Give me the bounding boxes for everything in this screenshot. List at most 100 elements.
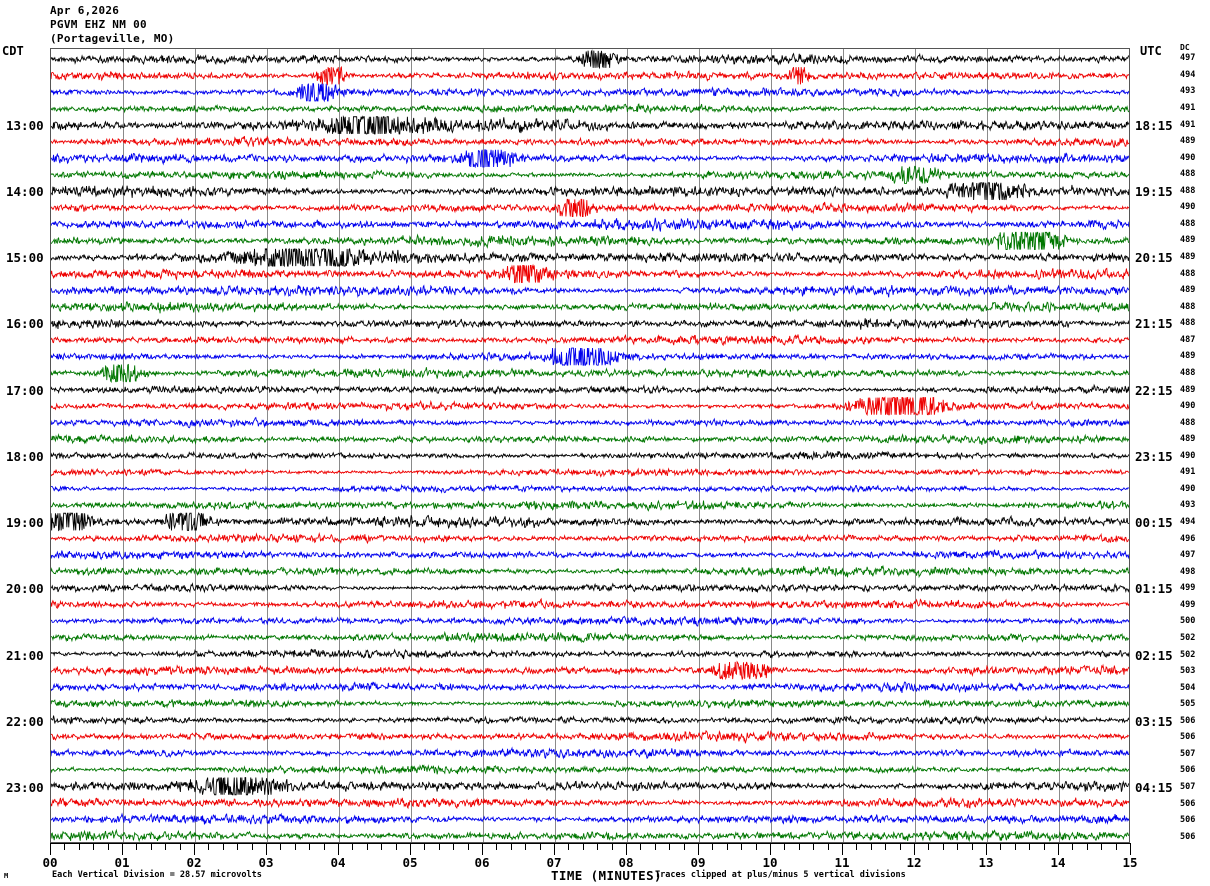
left-time-label-1600: 16:00 bbox=[6, 316, 44, 332]
right-time-label-0015: 00:15 bbox=[1135, 515, 1173, 531]
trace-32 bbox=[51, 584, 1129, 592]
x-tick-minor bbox=[1014, 843, 1016, 850]
x-tick-major-06 bbox=[482, 843, 483, 855]
trace-35 bbox=[51, 632, 1129, 642]
x-tick-minor bbox=[280, 843, 282, 850]
trace-40 bbox=[51, 716, 1129, 725]
x-tick-major-14 bbox=[1058, 843, 1059, 855]
trace-43 bbox=[51, 765, 1129, 774]
trace-42 bbox=[51, 748, 1129, 758]
x-tick-minor bbox=[107, 843, 109, 850]
x-tick-minor bbox=[813, 843, 815, 850]
x-tick-major-01 bbox=[122, 843, 123, 855]
x-tick-minor bbox=[885, 843, 887, 850]
trace-18 bbox=[51, 348, 1129, 365]
trace-06 bbox=[51, 150, 1129, 167]
trace-16 bbox=[51, 318, 1129, 329]
x-tick-major-05 bbox=[410, 843, 411, 855]
right-time-label-0215: 02:15 bbox=[1135, 647, 1173, 663]
trace-46 bbox=[51, 814, 1129, 824]
x-tick-label-06: 06 bbox=[474, 855, 490, 870]
x-tick-minor bbox=[525, 843, 527, 850]
x-tick-minor bbox=[1029, 843, 1031, 850]
x-tick-minor bbox=[654, 843, 656, 850]
trace-10 bbox=[51, 218, 1129, 232]
trace-15 bbox=[51, 302, 1129, 314]
x-tick-minor bbox=[1101, 843, 1103, 850]
dc-value-14: 489 bbox=[1180, 285, 1196, 296]
dc-value-03: 491 bbox=[1180, 102, 1196, 113]
trace-14 bbox=[51, 285, 1129, 297]
scale-note: Each Vertical Division = 28.57 microvolt… bbox=[52, 870, 262, 880]
x-tick-minor bbox=[640, 843, 642, 850]
x-tick-minor bbox=[669, 843, 671, 850]
x-tick-minor bbox=[899, 843, 901, 850]
x-tick-minor bbox=[784, 843, 786, 850]
x-tick-minor bbox=[1000, 843, 1002, 850]
dc-value-15: 488 bbox=[1180, 301, 1196, 312]
x-tick-minor bbox=[309, 843, 311, 850]
dc-value-02: 493 bbox=[1180, 86, 1196, 97]
dc-value-18: 489 bbox=[1180, 351, 1196, 362]
x-tick-minor bbox=[741, 843, 743, 850]
x-tick-minor bbox=[251, 843, 253, 850]
x-tick-minor bbox=[683, 843, 685, 850]
x-tick-minor bbox=[611, 843, 613, 850]
trace-04 bbox=[51, 117, 1129, 134]
trace-02 bbox=[51, 84, 1129, 101]
x-tick-minor bbox=[208, 843, 210, 850]
x-tick-label-14: 14 bbox=[1050, 855, 1066, 870]
header-station: PGVM EHZ NM 00 bbox=[50, 18, 147, 31]
left-time-label-2300: 23:00 bbox=[6, 780, 44, 796]
trace-09 bbox=[51, 199, 1129, 216]
x-tick-minor bbox=[568, 843, 570, 850]
x-tick-minor bbox=[222, 843, 224, 850]
x-tick-minor bbox=[1115, 843, 1117, 850]
x-tick-minor bbox=[957, 843, 959, 850]
x-tick-major-15 bbox=[1130, 843, 1131, 855]
trace-44 bbox=[51, 778, 1129, 795]
x-tick-minor bbox=[453, 843, 455, 850]
x-tick-minor bbox=[597, 843, 599, 850]
x-tick-minor bbox=[712, 843, 714, 850]
dc-column-header: DC bbox=[1180, 43, 1190, 52]
trace-47 bbox=[51, 830, 1129, 841]
x-tick-major-08 bbox=[626, 843, 627, 855]
x-tick-label-00: 00 bbox=[42, 855, 58, 870]
trace-svg bbox=[51, 49, 1129, 842]
trace-container bbox=[51, 49, 1129, 842]
trace-39 bbox=[51, 699, 1129, 708]
x-tick-minor bbox=[942, 843, 944, 850]
dc-value-11: 489 bbox=[1180, 235, 1196, 246]
dc-value-13: 488 bbox=[1180, 268, 1196, 279]
x-tick-minor bbox=[755, 843, 757, 850]
dc-value-31: 498 bbox=[1180, 566, 1196, 577]
left-time-label-1400: 14:00 bbox=[6, 183, 44, 199]
x-tick-label-04: 04 bbox=[330, 855, 346, 870]
right-time-label-2015: 20:15 bbox=[1135, 250, 1173, 266]
x-tick-minor bbox=[424, 843, 426, 850]
x-tick-minor bbox=[366, 843, 368, 850]
dc-value-04: 491 bbox=[1180, 119, 1196, 130]
dc-value-41: 506 bbox=[1180, 732, 1196, 743]
trace-05 bbox=[51, 136, 1129, 147]
dc-value-36: 502 bbox=[1180, 649, 1196, 660]
trace-21 bbox=[51, 398, 1129, 415]
x-tick-label-10: 10 bbox=[762, 855, 778, 870]
header-location: (Portageville, MO) bbox=[50, 32, 175, 45]
x-tick-minor bbox=[510, 843, 512, 850]
x-tick-minor bbox=[438, 843, 440, 850]
trace-33 bbox=[51, 599, 1129, 609]
x-tick-minor bbox=[78, 843, 80, 850]
x-tick-label-02: 02 bbox=[186, 855, 202, 870]
dc-value-01: 494 bbox=[1180, 69, 1196, 80]
dc-value-32: 499 bbox=[1180, 583, 1196, 594]
x-tick-minor bbox=[294, 843, 296, 850]
trace-38 bbox=[51, 682, 1129, 693]
x-tick-minor bbox=[179, 843, 181, 850]
trace-23 bbox=[51, 434, 1129, 445]
x-tick-minor bbox=[726, 843, 728, 850]
left-axis-header: CDT bbox=[2, 44, 24, 58]
left-time-label-2000: 20:00 bbox=[6, 581, 44, 597]
right-time-label-2315: 23:15 bbox=[1135, 448, 1173, 464]
